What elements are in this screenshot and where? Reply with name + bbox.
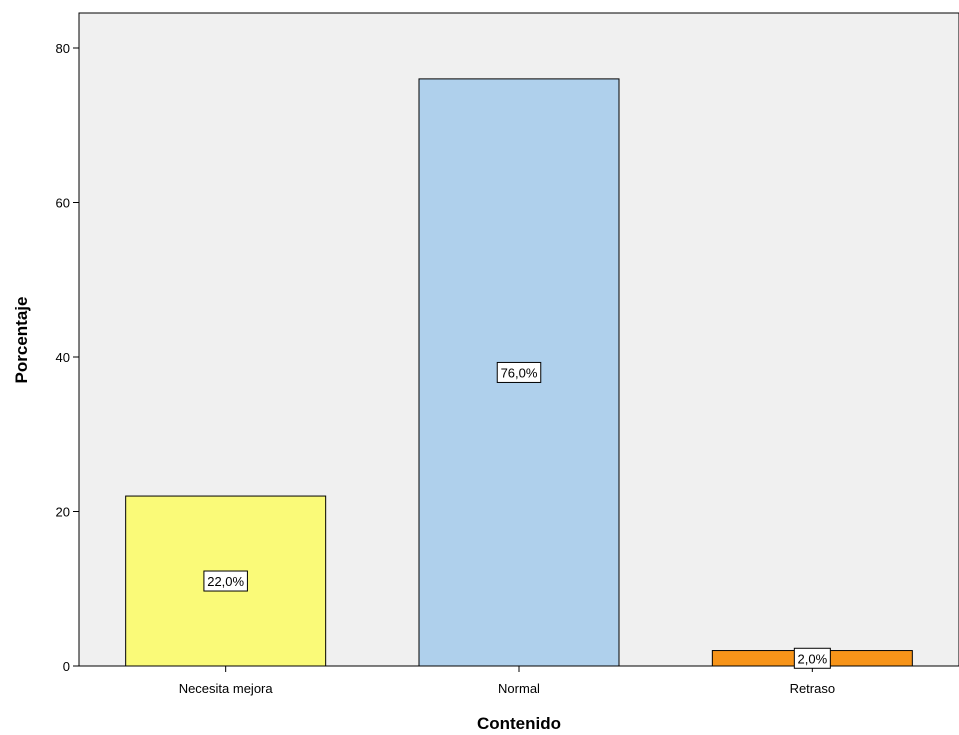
x-tick-label: Necesita mejora <box>179 681 274 696</box>
y-tick-label: 40 <box>56 350 70 365</box>
data-labels-group: 22,0% 76,0% 2,0% <box>203 361 831 669</box>
y-tick-label: 0 <box>63 659 70 674</box>
data-label-box <box>496 361 542 383</box>
y-tick-label: 20 <box>56 505 70 520</box>
data-label-box <box>203 570 248 592</box>
x-tick-label: Normal <box>498 681 540 696</box>
data-label-box <box>793 647 831 669</box>
data-label: 22,0% <box>207 574 244 589</box>
x-axis-title: Contenido <box>477 714 561 733</box>
y-axis: 0 20 40 60 80 <box>56 13 80 674</box>
data-label: 76,0% <box>501 365 538 380</box>
x-axis: Necesita mejora Normal Retraso <box>79 665 959 696</box>
y-tick-label: 80 <box>56 41 70 56</box>
y-tick-label: 60 <box>56 196 70 211</box>
x-tick-label: Retraso <box>790 681 836 696</box>
data-label: 2,0% <box>798 651 828 666</box>
y-axis-title: Porcentaje <box>12 297 31 384</box>
